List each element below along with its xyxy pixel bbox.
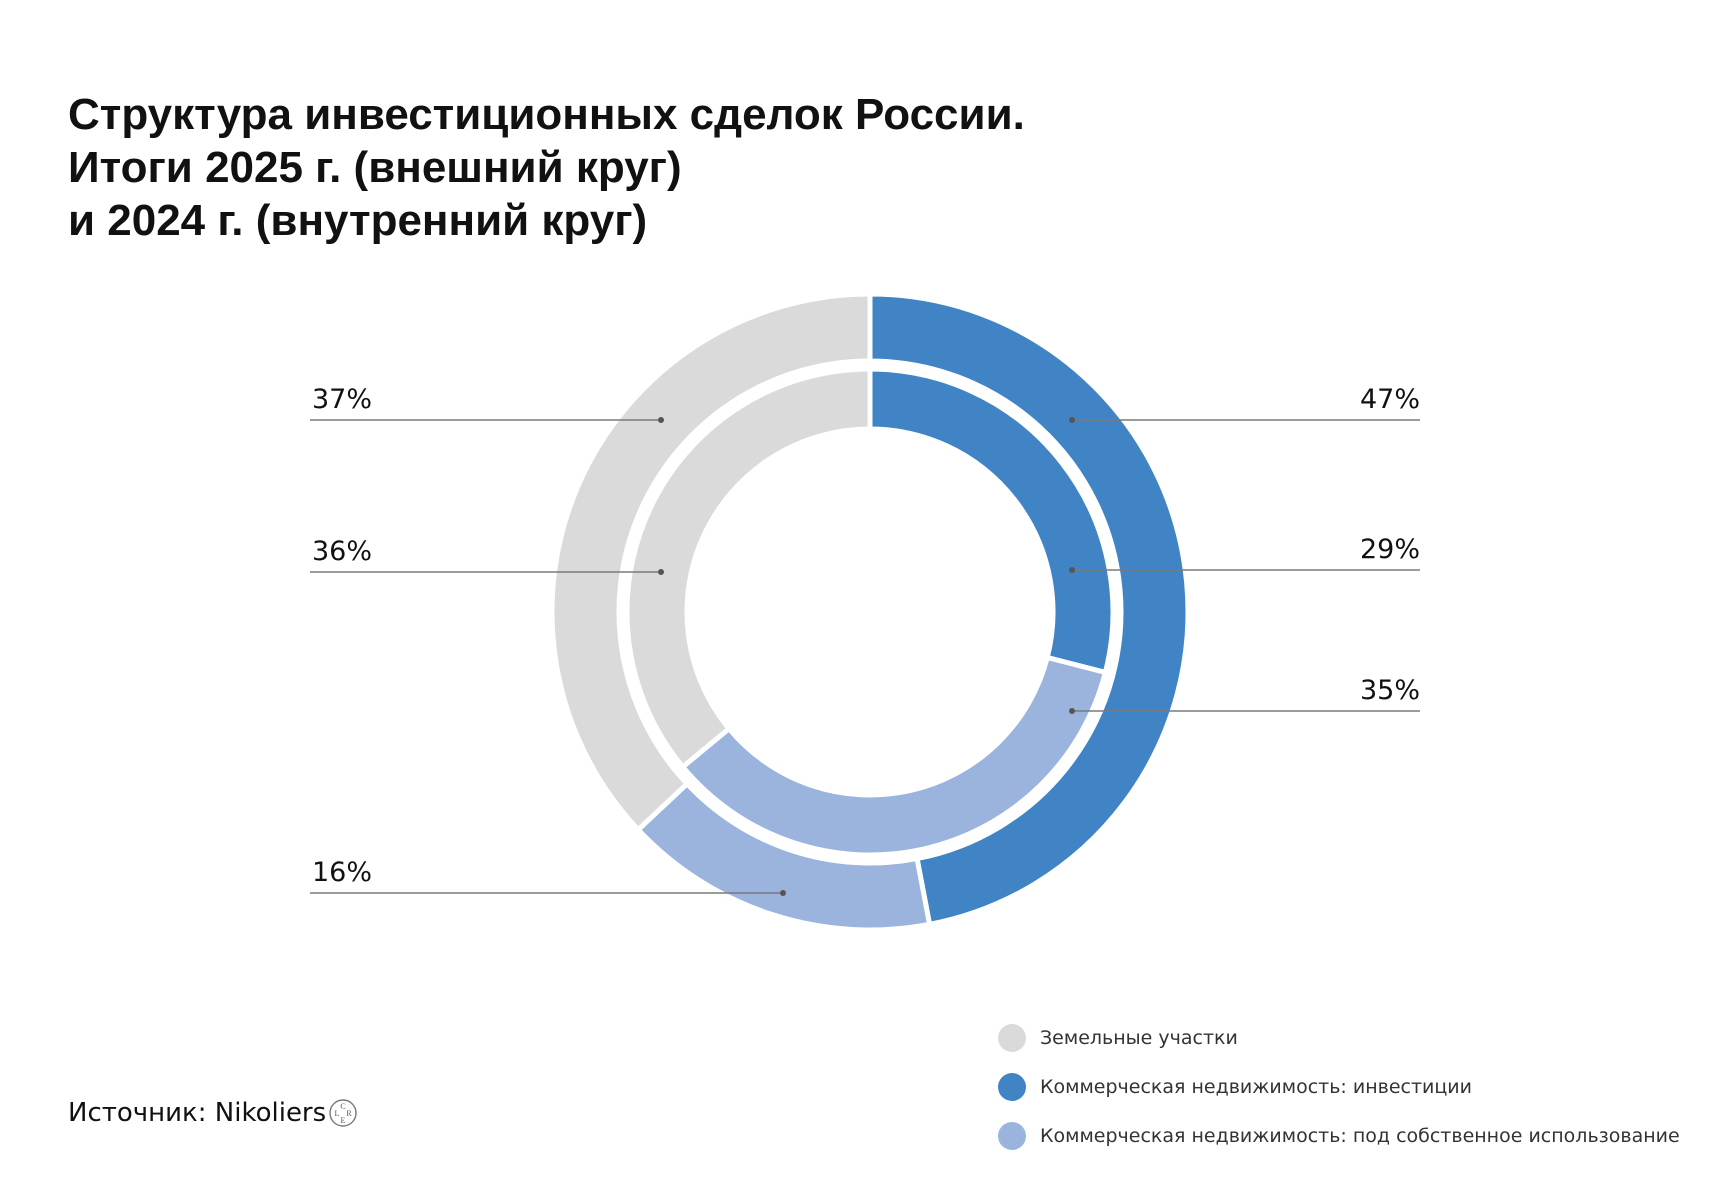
source-note: Источник: Nikoliers C L R E xyxy=(68,1098,358,1128)
leader-dot-outer-land xyxy=(658,417,664,423)
legend-label-land: Земельные участки xyxy=(1040,1026,1238,1049)
leader-dot-outer-commercial-investment xyxy=(1069,417,1075,423)
svg-text:L: L xyxy=(335,1109,340,1118)
legend-item-commercial-investment: Коммерческая недвижимость: инвестиции xyxy=(998,1062,1680,1111)
leader-dot-inner-commercial-investment xyxy=(1069,567,1075,573)
inner-slice-commercial-investment xyxy=(867,366,1116,676)
leader-dot-inner-land xyxy=(658,569,664,575)
chart-title-line-3: и 2024 г. (внутренний круг) xyxy=(68,196,648,245)
inner-slice-commercial-own-use xyxy=(679,654,1109,858)
value-label-inner-commercial-investment: 29% xyxy=(1360,534,1420,565)
legend-label-commercial-own-use: Коммерческая недвижимость: под собственн… xyxy=(1040,1124,1680,1147)
outer-ring-2025 xyxy=(549,291,1191,933)
legend-item-land: Земельные участки xyxy=(998,1013,1680,1062)
cre-logo-icon: C L R E xyxy=(329,1099,357,1127)
inner-ring-2024 xyxy=(624,366,1116,858)
leader-lines xyxy=(310,417,1420,896)
value-label-inner-land: 36% xyxy=(312,536,372,567)
svg-text:C: C xyxy=(341,1102,346,1111)
chart-title-line-1: Структура инвестиционных сделок России. xyxy=(68,90,1025,139)
svg-text:E: E xyxy=(341,1116,346,1125)
legend: Земельные участки Коммерческая недвижимо… xyxy=(998,1013,1680,1160)
outer-slice-commercial-investment xyxy=(867,291,1191,928)
legend-label-commercial-investment: Коммерческая недвижимость: инвестиции xyxy=(1040,1075,1472,1098)
inner-slice-land xyxy=(624,366,873,771)
chart-title-line-2: Итоги 2025 г. (внешний круг) xyxy=(68,143,682,192)
svg-text:R: R xyxy=(347,1109,353,1118)
value-labels: 47% 29% 35% 37% 36% 16% xyxy=(312,384,1420,888)
leader-dot-inner-commercial-own-use xyxy=(1069,708,1075,714)
value-label-outer-commercial-own-use: 16% xyxy=(312,857,372,888)
value-label-inner-commercial-own-use: 35% xyxy=(1360,675,1420,706)
leader-dot-outer-commercial-own-use xyxy=(780,890,786,896)
legend-item-commercial-own-use: Коммерческая недвижимость: под собственн… xyxy=(998,1111,1680,1160)
value-label-outer-land: 37% xyxy=(312,384,372,415)
value-label-outer-commercial-investment: 47% xyxy=(1360,384,1420,415)
outer-slice-land xyxy=(549,291,873,834)
legend-swatch-commercial-own-use xyxy=(998,1121,1026,1150)
legend-swatch-land xyxy=(998,1023,1026,1052)
legend-swatch-commercial-investment xyxy=(998,1072,1026,1101)
source-text: Источник: Nikoliers xyxy=(68,1098,327,1128)
chart-title: Структура инвестиционных сделок России. … xyxy=(68,88,1025,247)
